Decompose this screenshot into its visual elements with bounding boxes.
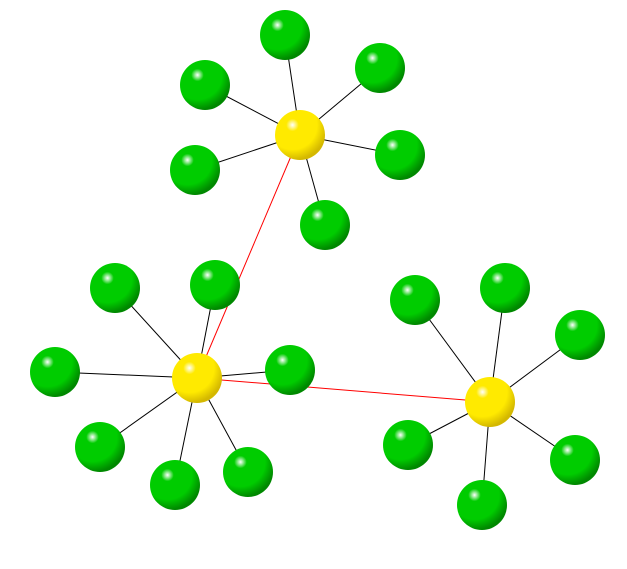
network-diagram <box>0 0 627 569</box>
leaf-node <box>223 447 273 497</box>
leaf-node <box>190 260 240 310</box>
hub-edge <box>197 378 490 402</box>
leaf-node <box>30 347 80 397</box>
nodes-layer <box>30 10 605 530</box>
leaf-node <box>550 435 600 485</box>
leaf-node <box>180 60 230 110</box>
leaf-node <box>480 263 530 313</box>
leaf-node <box>355 43 405 93</box>
leaf-node <box>170 145 220 195</box>
leaf-node <box>457 480 507 530</box>
hub-node <box>465 377 515 427</box>
leaf-node <box>265 345 315 395</box>
leaf-node <box>90 263 140 313</box>
hub-node <box>172 353 222 403</box>
leaf-node <box>150 460 200 510</box>
hub-node <box>275 110 325 160</box>
leaf-node <box>555 310 605 360</box>
leaf-node <box>300 200 350 250</box>
leaf-node <box>75 422 125 472</box>
leaf-node <box>383 420 433 470</box>
leaf-node <box>390 275 440 325</box>
leaf-node <box>260 10 310 60</box>
leaf-node <box>375 130 425 180</box>
